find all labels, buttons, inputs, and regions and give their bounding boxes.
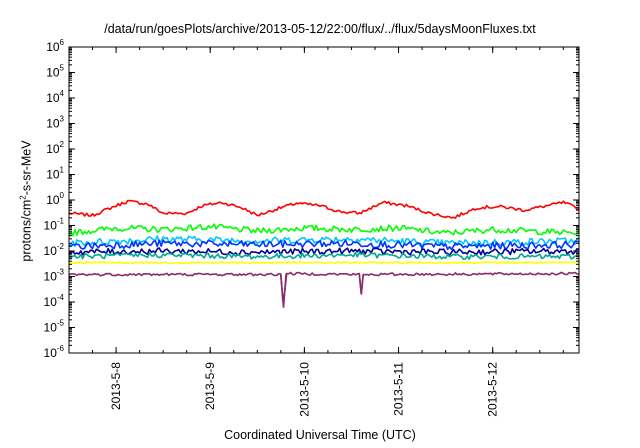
y-tick-label: 101 [46,166,64,182]
y-tick-label: 10-2 [44,242,65,258]
x-axis-label: Coordinated Universal Time (UTC) [224,428,416,442]
series-line-1 [68,199,580,219]
series-line-8 [68,271,580,302]
y-tick-label: 10-4 [44,293,65,309]
tick-layer: 10-6 10-5 10-4 10-3 10-2 10-1 100 101 102 103 104 1… [44,38,579,417]
y-tick-label: 10-3 [44,268,65,284]
series-line-7 [69,261,580,265]
y-tick-label: 103 [46,115,64,131]
series-line-2 [68,223,580,237]
series-line-6 [68,251,580,261]
y-tick-label: 10-6 [44,344,65,360]
series-line-3 [68,235,580,248]
chart-title: /data/run/goesPlots/archive/2013-05-12/2… [104,22,536,36]
x-tick-label: 2013-5-10 [297,362,311,417]
y-tick-label: 10-1 [44,217,65,233]
plot-frame [68,46,580,354]
series-line-8-dip [280,273,287,308]
x-tick-label: 2013-5-11 [392,362,406,416]
y-tick-label: 104 [46,89,64,105]
series-line-8-dip [358,274,364,295]
y-tick-label: 100 [46,191,64,207]
x-tick-label: 2013-5-8 [109,362,123,410]
y-tick-label: 105 [46,64,64,80]
series-line-4 [68,239,580,251]
x-tick-label: 2013-5-9 [203,362,217,410]
x-tick-label: 2013-5-12 [486,362,500,417]
y-tick-label: 106 [46,38,64,54]
y-tick-label: 102 [46,140,64,156]
y-tick-label: 10-5 [44,319,65,335]
series-layer [68,199,580,308]
